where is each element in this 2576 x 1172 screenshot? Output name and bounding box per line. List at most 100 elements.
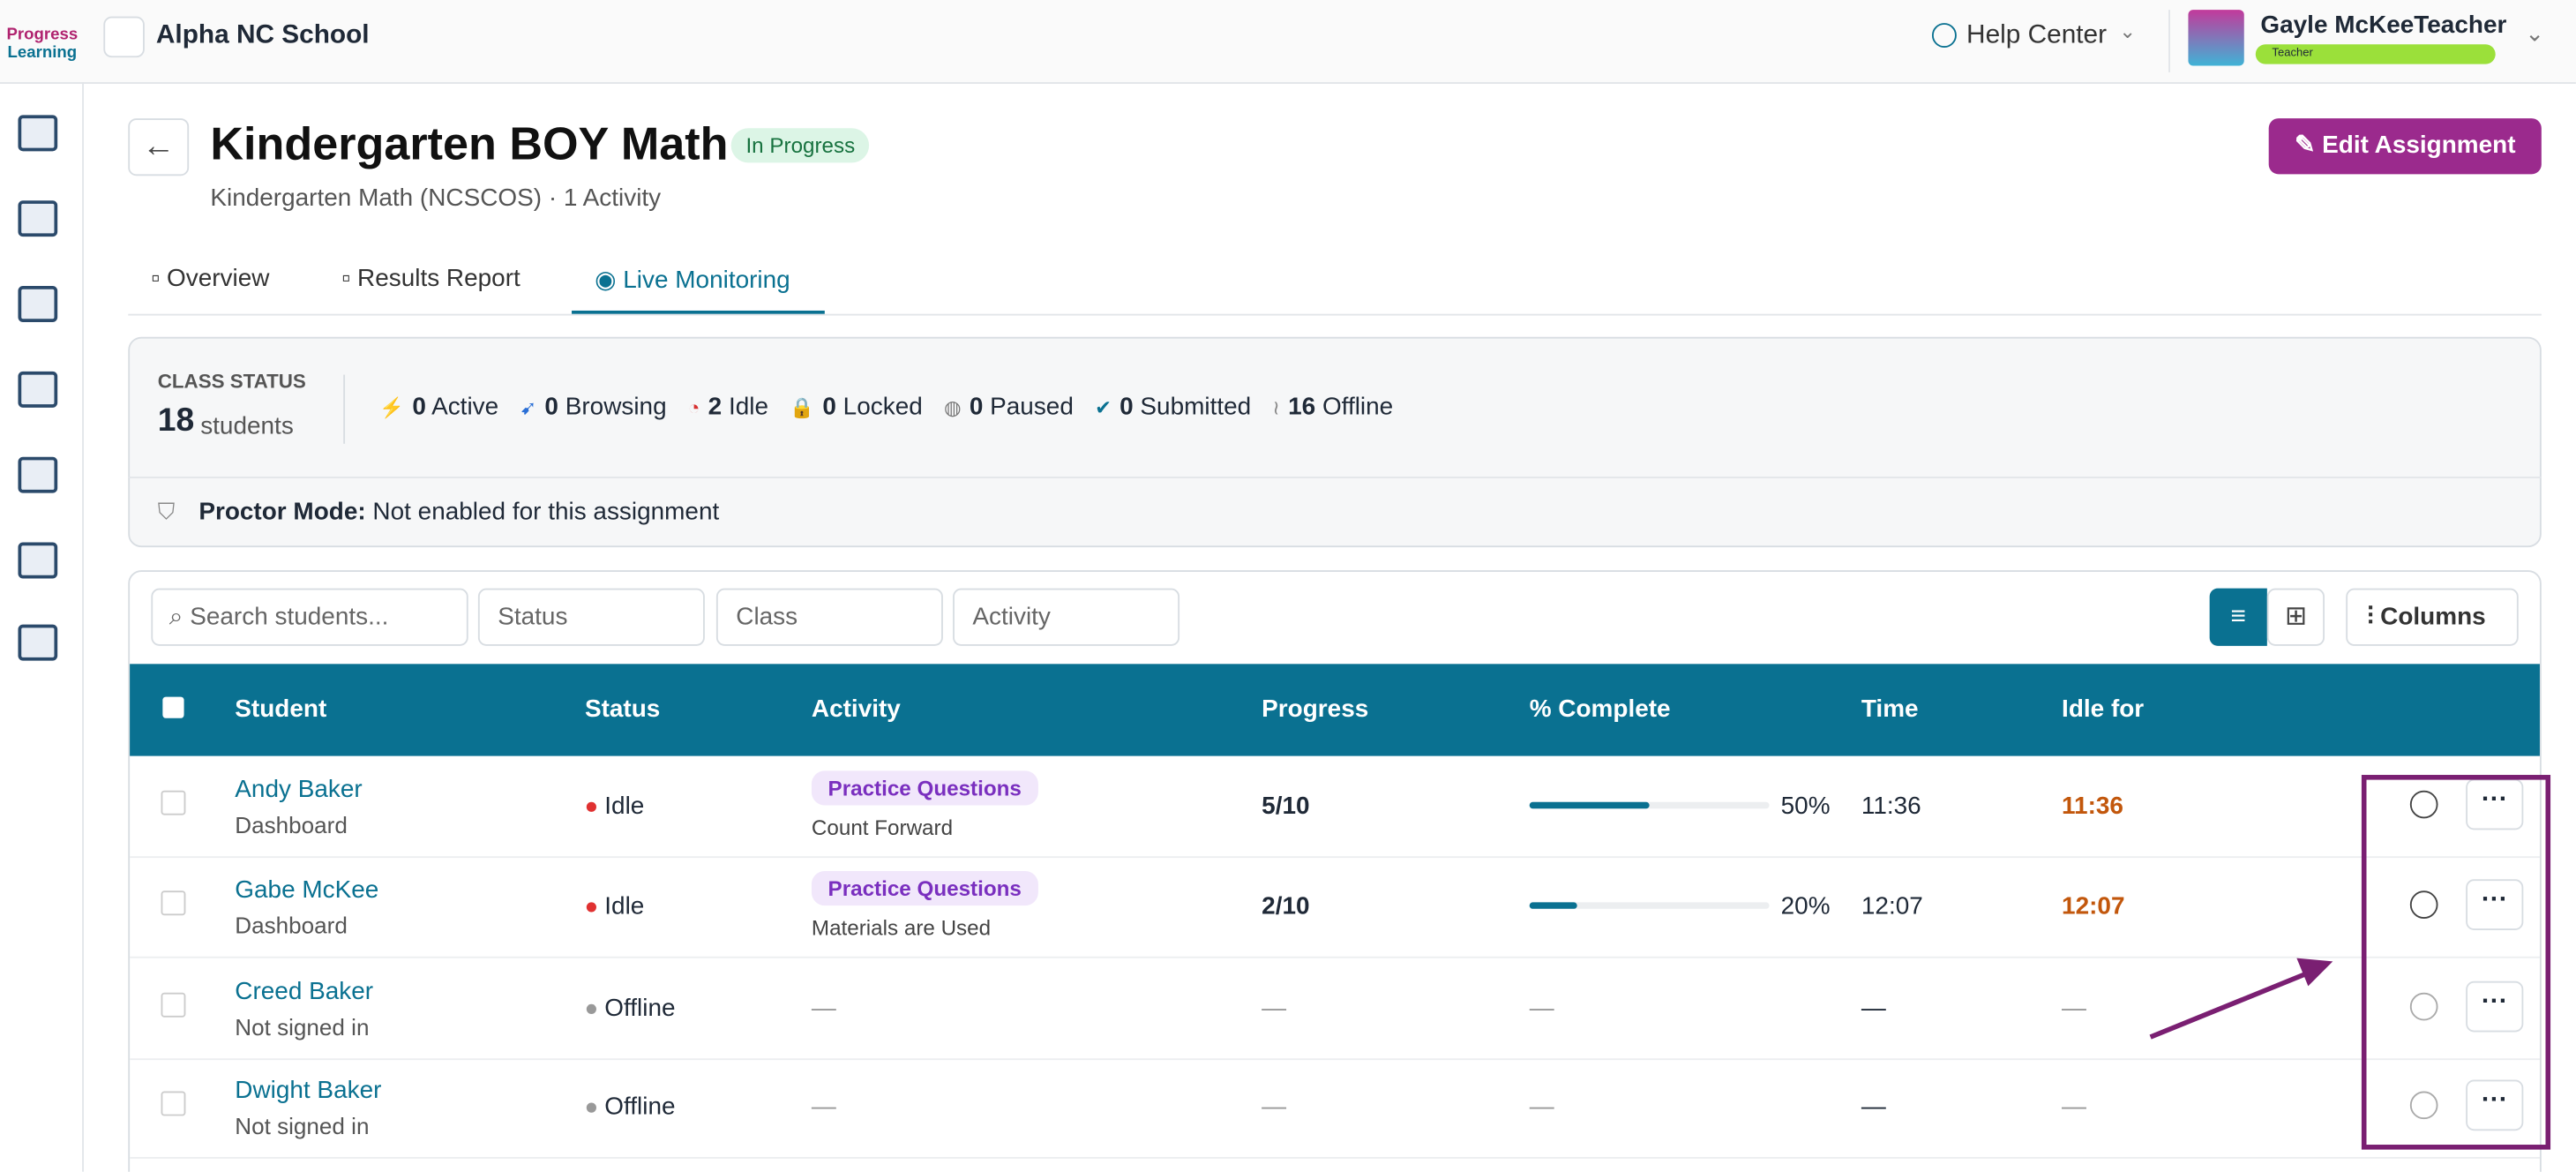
- status-icon: ➹: [520, 395, 537, 419]
- filter-label[interactable]: Activity: [972, 603, 1051, 632]
- column-header[interactable]: Activity: [811, 695, 901, 724]
- list-view[interactable]: ≡: [2209, 588, 2267, 646]
- row-checkbox[interactable]: [161, 1091, 186, 1116]
- logo: Progress Learning: [6, 26, 78, 63]
- tab-label[interactable]: Results Report: [357, 264, 520, 293]
- column-header[interactable]: Student: [235, 695, 327, 724]
- column-header[interactable]: Idle for: [2062, 695, 2145, 724]
- tab[interactable]: ▫ Results Report: [341, 264, 520, 293]
- search-box[interactable]: ⌕ Search students...: [151, 588, 468, 646]
- user-name[interactable]: Gayle McKeeTeacher: [2260, 11, 2507, 40]
- divider: [2168, 10, 2170, 72]
- nav-icon[interactable]: [18, 542, 58, 579]
- status-item: ✔ 0 Submitted: [1095, 393, 1251, 421]
- status-count: 16: [1288, 393, 1316, 421]
- status-icon: ◔: [687, 395, 700, 419]
- status-item: ⚡ 0 Active: [379, 393, 498, 421]
- percent-complete: 20%: [1780, 892, 1831, 920]
- role-badge: Teacher: [2255, 44, 2496, 64]
- activity-count: 1 Activity: [563, 184, 662, 213]
- nav-icon[interactable]: [18, 624, 58, 661]
- status-count: 0: [1120, 393, 1134, 421]
- filter-label[interactable]: Status: [498, 603, 568, 632]
- edit-button[interactable]: ✎ Edit Assignment: [2268, 118, 2542, 175]
- activity-name: Materials are Used: [811, 915, 992, 941]
- tab-label[interactable]: Live Monitoring: [623, 266, 790, 295]
- status-dot: [586, 801, 596, 812]
- time: —: [1861, 994, 1886, 1023]
- columns-label[interactable]: Columns: [2380, 603, 2486, 632]
- pause-button[interactable]: [2409, 1091, 2438, 1120]
- page-title: Kindergarten BOY Math: [210, 118, 729, 169]
- row-checkbox[interactable]: [161, 890, 186, 916]
- logo-text: Progress: [6, 26, 79, 45]
- time: 12:07: [1861, 892, 1923, 920]
- columns-button[interactable]: ⫶ Columns: [2346, 588, 2519, 646]
- status-item: 🔒 0 Locked: [790, 393, 923, 421]
- school-icon[interactable]: [103, 16, 145, 58]
- student-sub: Not signed in: [235, 1112, 370, 1139]
- student-status: Idle: [604, 892, 645, 920]
- student-status: Idle: [604, 792, 645, 821]
- help-center[interactable]: Help Center: [1966, 21, 2108, 49]
- column-header[interactable]: Time: [1861, 695, 1919, 724]
- status-icon: ⚡: [379, 395, 405, 419]
- tab-underline: [572, 310, 825, 314]
- status-dot: [586, 1102, 596, 1113]
- filter-select[interactable]: Activity: [953, 588, 1180, 646]
- pause-button[interactable]: [2409, 992, 2438, 1021]
- pause-button[interactable]: [2409, 890, 2438, 919]
- nav-icon[interactable]: [18, 456, 58, 493]
- tab[interactable]: ◉ Live Monitoring: [595, 266, 790, 295]
- edit-label[interactable]: Edit Assignment: [2322, 131, 2516, 160]
- student-unit: students: [200, 412, 294, 441]
- status-name: Paused: [990, 393, 1074, 421]
- nav-icon[interactable]: [18, 115, 58, 152]
- row-border: [130, 1156, 2540, 1159]
- sidebar-border: [82, 82, 84, 1172]
- select-all[interactable]: [162, 696, 184, 718]
- idle-for: —: [2062, 994, 2086, 1023]
- more-button[interactable]: ···: [2466, 879, 2524, 931]
- status-icon: ✔: [1095, 395, 1112, 419]
- status-count: 2: [708, 393, 723, 421]
- status-icon: 🔒: [790, 395, 815, 419]
- column-header[interactable]: Status: [584, 695, 661, 724]
- more-button[interactable]: ···: [2466, 980, 2524, 1033]
- row-checkbox[interactable]: [161, 992, 186, 1018]
- pause-button[interactable]: [2409, 790, 2438, 819]
- nav-icon[interactable]: [18, 371, 58, 408]
- column-header[interactable]: Progress: [1262, 695, 1369, 724]
- percent-complete: —: [1529, 994, 1554, 1023]
- back-button[interactable]: ←: [128, 118, 190, 177]
- student-count: 18: [157, 402, 195, 440]
- more-button[interactable]: ···: [2466, 1079, 2524, 1131]
- student-name[interactable]: Creed Baker: [235, 978, 374, 1006]
- grid-view[interactable]: ⊞: [2266, 588, 2325, 646]
- avatar[interactable]: [2188, 10, 2244, 66]
- student-name[interactable]: Andy Baker: [235, 775, 363, 804]
- tab[interactable]: ▫ Overview: [151, 264, 270, 293]
- arrow-head: [2296, 958, 2333, 987]
- filter-label[interactable]: Class: [736, 603, 798, 632]
- status-name: Submitted: [1140, 393, 1252, 421]
- search-placeholder[interactable]: Search students...: [190, 603, 389, 632]
- student-name[interactable]: Gabe McKee: [235, 875, 379, 905]
- filter-select[interactable]: Status: [477, 588, 705, 646]
- table-header: [130, 664, 2540, 756]
- status-icon: ◍: [943, 395, 962, 419]
- nav-icon[interactable]: [18, 200, 58, 237]
- percent-complete: —: [1529, 1093, 1554, 1122]
- time: —: [1861, 1093, 1886, 1122]
- activity-name: Count Forward: [811, 815, 954, 840]
- tab-label[interactable]: Overview: [167, 264, 270, 293]
- status-label: CLASS STATUS: [157, 369, 306, 394]
- student-name[interactable]: Dwight Baker: [235, 1076, 382, 1105]
- nav-icon[interactable]: [18, 286, 58, 322]
- student-sub: Dashboard: [235, 912, 348, 939]
- filter-select[interactable]: Class: [715, 588, 943, 646]
- column-header[interactable]: % Complete: [1529, 695, 1671, 724]
- school-name[interactable]: Alpha NC School: [155, 21, 370, 49]
- row-checkbox[interactable]: [161, 790, 186, 815]
